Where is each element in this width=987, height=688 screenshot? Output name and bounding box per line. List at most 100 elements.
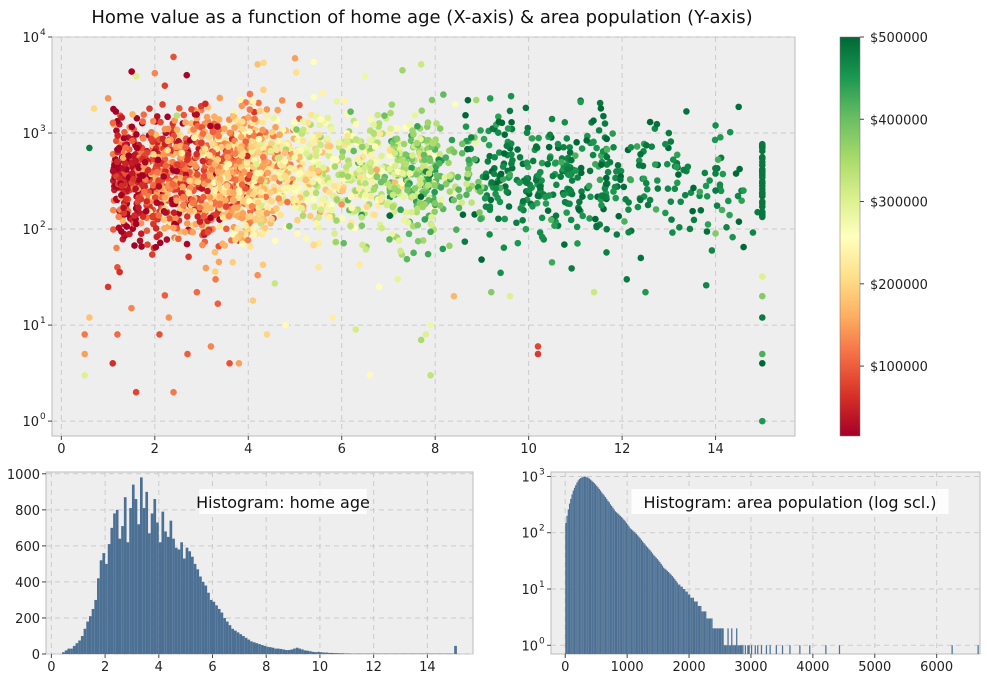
age-histogram-x-tick-label: 4 — [155, 660, 163, 675]
scatter-point — [759, 172, 766, 179]
scatter-point — [139, 118, 146, 125]
population-histogram-bar — [751, 645, 752, 654]
population-histogram-title: Histogram: area population (log scl.) — [643, 493, 936, 512]
population-histogram-bar — [597, 487, 598, 654]
population-histogram-bar — [649, 550, 650, 654]
population-histogram-bar — [677, 583, 678, 654]
scatter-point — [258, 216, 265, 223]
scatter-point — [636, 162, 643, 169]
age-histogram-bar — [269, 647, 272, 654]
population-histogram-bar — [605, 497, 606, 654]
population-histogram-bar — [700, 606, 701, 654]
population-histogram-bar — [590, 480, 591, 654]
scatter-point — [116, 269, 123, 276]
population-histogram-bar — [709, 618, 710, 654]
population-histogram-bar — [578, 480, 579, 654]
population-histogram-bar — [731, 628, 732, 654]
scatter-point — [286, 223, 293, 230]
scatter-point — [392, 150, 399, 157]
scatter-point — [498, 171, 505, 178]
population-histogram-bar — [595, 484, 596, 654]
age-histogram-x-tick-label: 12 — [365, 660, 382, 675]
scatter-point — [712, 137, 719, 144]
scatter-point — [604, 154, 611, 161]
population-histogram-bar — [730, 645, 731, 654]
scatter-point — [224, 183, 231, 190]
scatter-point — [759, 351, 766, 358]
scatter-point — [590, 139, 597, 146]
scatter-point — [506, 203, 513, 210]
scatter-point — [555, 141, 562, 148]
scatter-point — [150, 213, 157, 220]
scatter-point — [156, 183, 163, 190]
age-histogram-bar — [344, 653, 347, 654]
age-histogram-bar — [191, 557, 194, 654]
population-histogram-bar — [692, 598, 693, 654]
scatter-point — [316, 122, 323, 129]
scatter-point — [723, 224, 730, 231]
scatter-point — [539, 234, 546, 241]
scatter-point — [315, 264, 322, 271]
age-histogram-bar — [312, 652, 315, 654]
scatter-point — [230, 197, 237, 204]
scatter-point — [404, 187, 411, 194]
scatter-point — [162, 292, 169, 299]
population-histogram-bar — [611, 506, 612, 654]
scatter-point — [138, 230, 145, 237]
age-histogram-x-tick-label: 6 — [208, 660, 216, 675]
age-histogram-y-tick-label: 400 — [15, 576, 40, 591]
population-histogram-bar — [627, 525, 628, 654]
scatter-point — [410, 249, 417, 256]
scatter-point — [463, 123, 470, 130]
scatter-point — [625, 206, 632, 213]
scatter-point — [368, 152, 375, 159]
age-histogram-bar — [170, 521, 173, 654]
scatter-point — [409, 152, 416, 159]
scatter-point — [526, 187, 533, 194]
scatter-point — [112, 108, 119, 115]
scatter-point — [583, 137, 590, 144]
scatter-point — [759, 273, 766, 280]
scatter-point — [637, 197, 644, 204]
scatter-point — [363, 246, 370, 253]
scatter-point — [174, 161, 181, 168]
scatter-point — [239, 126, 246, 133]
scatter-point — [114, 132, 121, 139]
population-histogram-bar — [625, 521, 626, 654]
scatter-point — [164, 236, 171, 243]
scatter-point — [269, 129, 276, 136]
population-histogram-bar — [635, 533, 636, 654]
age-histogram-bar — [78, 640, 81, 654]
population-histogram-bar — [646, 546, 647, 654]
scatter-point — [203, 265, 210, 272]
scatter-point — [367, 137, 374, 144]
population-histogram-y-tick-label: 10 — [521, 527, 538, 542]
scatter-point — [190, 229, 197, 236]
scatter-point — [462, 112, 469, 119]
scatter-point — [452, 101, 459, 108]
population-histogram-bar — [633, 532, 634, 654]
scatter-point — [155, 157, 162, 164]
scatter-point — [129, 138, 136, 145]
population-histogram-bar — [647, 547, 648, 654]
scatter-point — [674, 179, 681, 186]
scatter-point — [647, 119, 654, 126]
scatter-point — [437, 202, 444, 209]
scatter-point — [430, 140, 437, 147]
scatter-point — [419, 204, 426, 211]
age-histogram-bar — [245, 638, 248, 654]
scatter-point — [438, 197, 445, 204]
population-histogram-bar — [642, 541, 643, 654]
scatter-point — [132, 157, 139, 164]
age-histogram-bar — [237, 632, 240, 654]
scatter-point — [250, 98, 257, 105]
age-histogram-bar — [70, 649, 73, 654]
scatter-point — [553, 159, 560, 166]
scatter-point — [275, 195, 282, 202]
scatter-point — [250, 297, 257, 304]
scatter-point — [203, 202, 210, 209]
scatter-point — [637, 151, 644, 158]
scatter-point — [487, 203, 494, 210]
scatter-point — [590, 117, 597, 124]
scatter-point — [146, 105, 153, 112]
